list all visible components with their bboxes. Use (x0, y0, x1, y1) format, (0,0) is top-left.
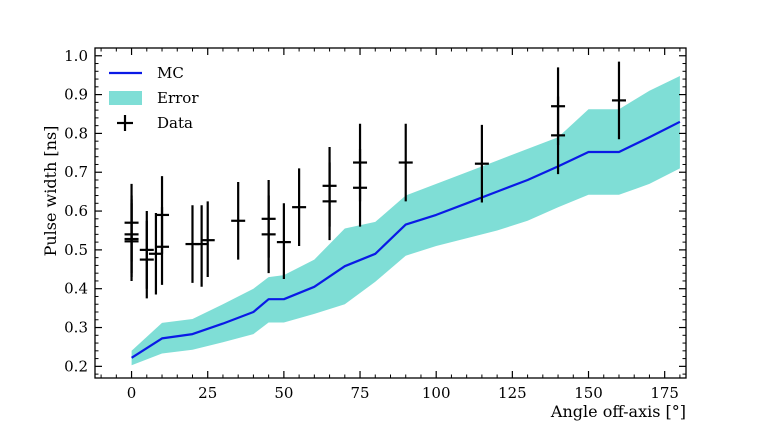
data-point (276, 203, 291, 279)
y-tick-label: 0.2 (64, 357, 88, 375)
y-tick-label: 0.9 (64, 86, 88, 104)
x-tick-label: 150 (574, 384, 603, 402)
data-point (353, 148, 368, 227)
data-points-layer (124, 61, 626, 299)
data-point (261, 195, 276, 274)
y-axis-label: Pulse width [ns] (41, 126, 60, 257)
data-point (322, 162, 337, 241)
data-point (292, 168, 307, 246)
y-tick-label: 0.4 (64, 280, 88, 298)
x-tick-label: 125 (498, 384, 527, 402)
x-tick-label: 50 (274, 384, 293, 402)
x-tick-label: 0 (127, 384, 137, 402)
mc-line (131, 120, 681, 359)
mc-line-layer (131, 120, 681, 359)
x-tick-label: 175 (650, 384, 679, 402)
y-tick-label: 0.6 (64, 202, 88, 220)
data-point (124, 203, 139, 281)
y-tick-label: 1.0 (64, 47, 88, 65)
legend: MC Error Data (109, 64, 199, 132)
error-band-layer (131, 76, 680, 366)
legend-error-swatch (109, 91, 142, 105)
y-tick-label: 0.3 (64, 319, 88, 337)
y-tick-labels: 0.2 0.3 0.4 0.5 0.6 0.7 0.8 0.9 1.0 (64, 47, 88, 376)
x-tick-labels: 0 25 50 75 100 125 150 175 (127, 384, 679, 402)
data-point (551, 96, 566, 175)
axis-ticks (95, 48, 686, 378)
legend-data-label: Data (157, 114, 193, 132)
x-tick-label: 100 (422, 384, 451, 402)
data-point (398, 123, 413, 202)
data-point (139, 220, 154, 299)
y-tick-label: 0.5 (64, 241, 88, 259)
x-tick-label: 25 (198, 384, 217, 402)
legend-mc-label: MC (157, 64, 184, 82)
x-axis-label: Angle off-axis [°] (550, 402, 686, 421)
legend-data-swatch (117, 115, 133, 131)
data-point (194, 205, 209, 287)
error-band (131, 76, 680, 366)
y-tick-label: 0.7 (64, 163, 88, 181)
data-point (231, 181, 246, 260)
data-point (200, 201, 215, 278)
data-point (611, 61, 626, 140)
data-point (155, 207, 170, 285)
data-point (474, 124, 489, 203)
x-tick-label: 75 (350, 384, 369, 402)
data-point (148, 213, 163, 295)
y-tick-label: 0.8 (64, 124, 88, 142)
legend-error-label: Error (157, 89, 199, 107)
